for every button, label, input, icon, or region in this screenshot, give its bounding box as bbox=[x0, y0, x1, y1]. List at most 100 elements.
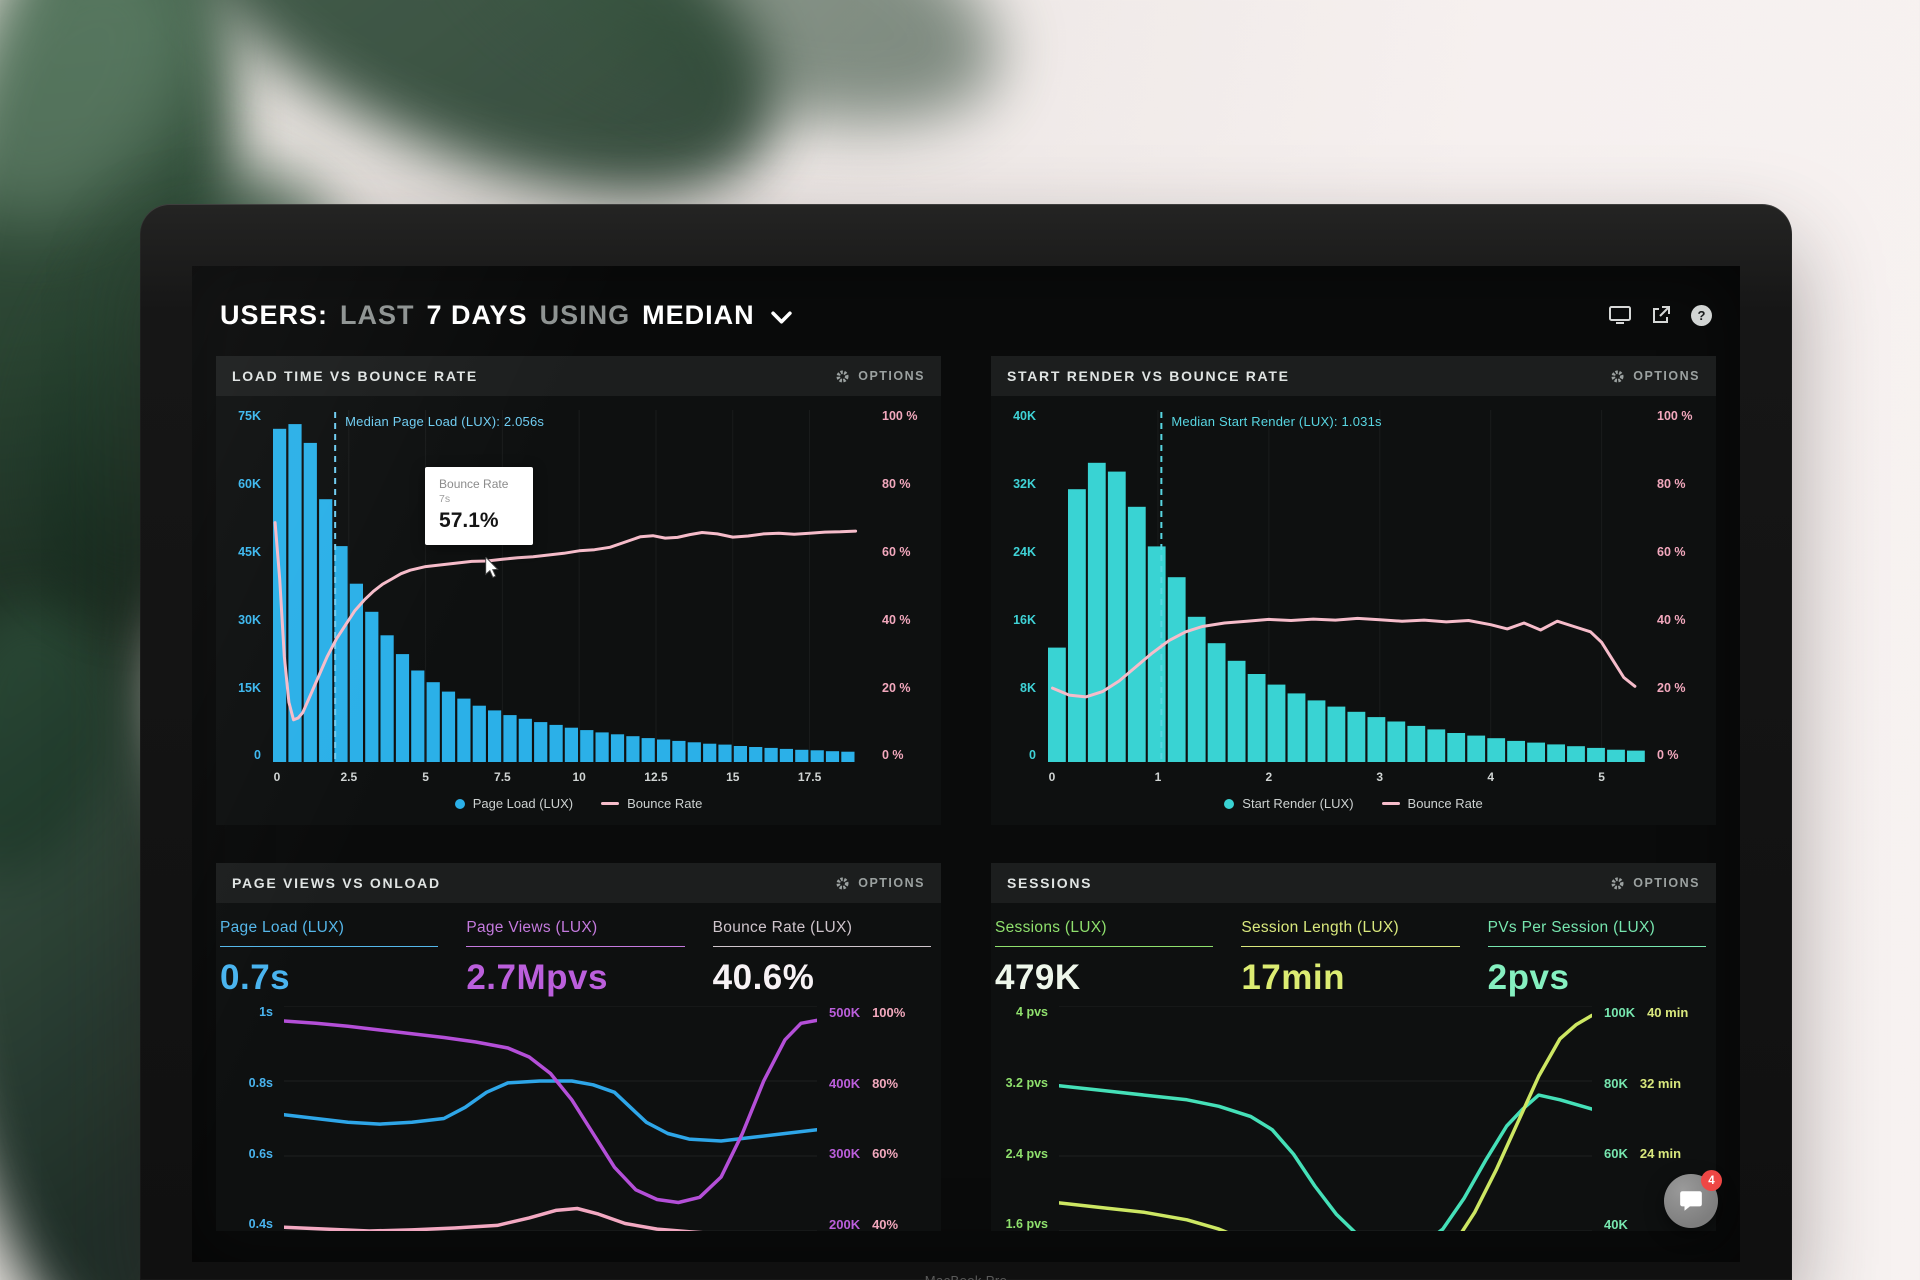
axis-tick-label: 32 min bbox=[1639, 1075, 1682, 1091]
y-axis-left: 1s 0.8s 0.6s 0.4s bbox=[218, 1006, 284, 1231]
share-icon[interactable] bbox=[1651, 305, 1671, 325]
metric-stat: Bounce Rate (LUX) 40.6% bbox=[712, 919, 931, 998]
axis-tick-pair: 300K 60% bbox=[829, 1147, 935, 1160]
plot-area: Median Start Render (LUX): 1.031s bbox=[1047, 410, 1646, 762]
options-button[interactable]: OPTIONS bbox=[1611, 876, 1700, 890]
tooltip-value: 57.1% bbox=[439, 509, 499, 532]
tooltip-x-value: 7s bbox=[439, 493, 451, 505]
axis-tick-label: 60% bbox=[872, 1146, 899, 1162]
options-button[interactable]: OPTIONS bbox=[836, 369, 925, 383]
legend-item: Bounce Rate bbox=[1381, 796, 1483, 811]
axis-tick-label: 60 % bbox=[882, 544, 911, 559]
help-icon[interactable]: ? bbox=[1691, 304, 1712, 326]
title-part-median: MEDIAN bbox=[642, 299, 755, 330]
gear-icon bbox=[836, 876, 849, 890]
x-axis-tick: 17.5 bbox=[797, 770, 822, 784]
mouse-cursor-icon bbox=[484, 555, 499, 584]
metric-value: 0.7s bbox=[220, 958, 291, 997]
metric-value: 479K bbox=[995, 958, 1081, 997]
x-axis-labels: 0 1 2 3 4 5 bbox=[1047, 770, 1646, 786]
panel-load-time-vs-bounce-rate: LOAD TIME VS BOUNCE RATE OPTIONS 75K 60K 4… bbox=[216, 356, 941, 825]
axis-tick-label: 20 % bbox=[1657, 680, 1686, 695]
options-button[interactable]: OPTIONS bbox=[836, 876, 925, 890]
axis-tick-label: 32K bbox=[1013, 476, 1036, 491]
legend-line-marker bbox=[601, 802, 620, 805]
axis-tick-label: 2.4 pvs bbox=[1005, 1146, 1048, 1161]
axis-tick-label: 80 % bbox=[1657, 476, 1686, 491]
axis-tick-pair: 100K 40 min bbox=[1604, 1006, 1710, 1019]
chat-launcher-button[interactable]: 4 bbox=[1664, 1170, 1722, 1228]
legend-item: Page Load (LUX) bbox=[454, 796, 573, 811]
metric-value: 17min bbox=[1241, 958, 1345, 997]
axis-tick-label: 0 bbox=[254, 748, 261, 763]
axis-tick-pair: 60K 24 min bbox=[1604, 1147, 1710, 1160]
options-button[interactable]: OPTIONS bbox=[1611, 369, 1700, 383]
sessions-line-chart: 4 pvs 3.2 pvs 2.4 pvs 1.6 pvs 100K 40 min 80K 3… bbox=[991, 998, 1716, 1262]
axis-tick-label: 500K bbox=[829, 1005, 861, 1020]
metric-label: Session Length (LUX) bbox=[1241, 919, 1460, 947]
options-label: OPTIONS bbox=[858, 876, 925, 890]
metric-label: Page Load (LUX) bbox=[220, 919, 439, 947]
chart-canvas bbox=[1048, 410, 1645, 762]
title-part-7days: 7 DAYS bbox=[426, 299, 528, 330]
axis-tick-label: 100 % bbox=[1657, 409, 1693, 423]
header-icon-group: ? bbox=[1609, 304, 1712, 326]
tooltip: Bounce Rate 7s 57.1% bbox=[425, 467, 534, 545]
axis-tick-label: 40K bbox=[1604, 1216, 1628, 1232]
metric-value: 2pvs bbox=[1487, 958, 1570, 997]
tooltip-series-label: Bounce Rate bbox=[439, 477, 509, 491]
panel-header: PAGE VIEWS VS ONLOAD OPTIONS bbox=[216, 863, 941, 903]
chart-canvas bbox=[282, 1005, 819, 1258]
metric-stat: Sessions (LUX) 479K bbox=[995, 919, 1214, 998]
chart-canvas bbox=[1057, 1005, 1594, 1262]
axis-tick-label: 24 min bbox=[1639, 1146, 1682, 1162]
gear-icon bbox=[1611, 369, 1624, 383]
panel-start-render-vs-bounce-rate: START RENDER VS BOUNCE RATE OPTIONS 40K 3… bbox=[991, 356, 1716, 825]
metric-stat: Page Views (LUX) 2.7Mpvs bbox=[466, 919, 685, 998]
panel-title: LOAD TIME VS BOUNCE RATE bbox=[232, 368, 478, 384]
x-axis-tick: 2.5 bbox=[340, 770, 358, 784]
axis-tick-label: 45K bbox=[238, 544, 261, 559]
axis-tick-pair: 80K 32 min bbox=[1604, 1077, 1710, 1090]
plot-area: Median Page Load (LUX): 2.056s Bounce Rat… bbox=[272, 410, 871, 762]
axis-tick-label: 300K bbox=[829, 1146, 861, 1162]
axis-tick-label: 0 % bbox=[1657, 748, 1679, 763]
x-axis-tick: 12.5 bbox=[644, 770, 668, 784]
axis-tick-label: 100 % bbox=[882, 409, 918, 423]
y-axis-right: 100 % 80 % 60 % 40 % 20 % 0 % bbox=[871, 410, 935, 762]
axis-tick-pair: 40K bbox=[1604, 1218, 1710, 1231]
panel-title: PAGE VIEWS VS ONLOAD bbox=[232, 875, 441, 891]
metric-label: Sessions (LUX) bbox=[995, 919, 1214, 947]
chart-legend: Start Render (LUX) Bounce Rate bbox=[991, 796, 1716, 811]
load-time-histogram: 75K 60K 45K 30K 15K 0 Median Page Load (LUX): … bbox=[216, 396, 941, 786]
chart-canvas bbox=[273, 410, 858, 762]
axis-tick-label: 1s bbox=[259, 1005, 273, 1019]
y-axis-left: 75K 60K 45K 30K 15K 0 bbox=[218, 410, 272, 762]
axis-tick-label: 80 % bbox=[882, 476, 911, 491]
axis-tick-label: 16K bbox=[1013, 612, 1036, 627]
panel-title: START RENDER VS BOUNCE RATE bbox=[1007, 368, 1290, 384]
plot-area bbox=[282, 1005, 819, 1258]
users-period-selector[interactable]: USERS: LAST 7 DAYS USING MEDIAN bbox=[220, 300, 792, 331]
x-axis-tick: 10 bbox=[572, 770, 586, 784]
y-axis-right: 500K 100% 400K 80% 300K 60% 200K 40% bbox=[817, 1006, 935, 1231]
axis-tick-label: 30K bbox=[238, 612, 261, 627]
stats-row: Page Load (LUX) 0.7s Page Views (LUX) 2.7Mp… bbox=[216, 903, 941, 998]
legend-dot-marker bbox=[1224, 798, 1235, 809]
panel-grid: LOAD TIME VS BOUNCE RATE OPTIONS 75K 60K 4… bbox=[216, 356, 1716, 1262]
metric-value: 40.6% bbox=[712, 958, 815, 997]
axis-tick-label: 0.6s bbox=[248, 1146, 273, 1161]
plot-area bbox=[1057, 1005, 1594, 1262]
title-part-using: USING bbox=[539, 299, 631, 330]
legend-label: Bounce Rate bbox=[1407, 796, 1483, 811]
stats-row: Sessions (LUX) 479K Session Length (LUX) 17… bbox=[991, 903, 1716, 998]
device-brand-label: MacBook Pro bbox=[140, 1273, 1792, 1280]
axis-tick-label: 4 pvs bbox=[1016, 1005, 1048, 1019]
axis-tick-label: 8K bbox=[1020, 680, 1036, 695]
chevron-down-icon[interactable] bbox=[770, 311, 792, 324]
panel-page-views-vs-onload: PAGE VIEWS VS ONLOAD OPTIONS Page Load (… bbox=[216, 863, 941, 1258]
y-axis-left: 40K 32K 24K 16K 8K 0 bbox=[993, 410, 1047, 762]
display-icon[interactable] bbox=[1609, 306, 1631, 324]
legend-item: Bounce Rate bbox=[601, 796, 702, 811]
legend-item: Start Render (LUX) bbox=[1224, 796, 1354, 811]
